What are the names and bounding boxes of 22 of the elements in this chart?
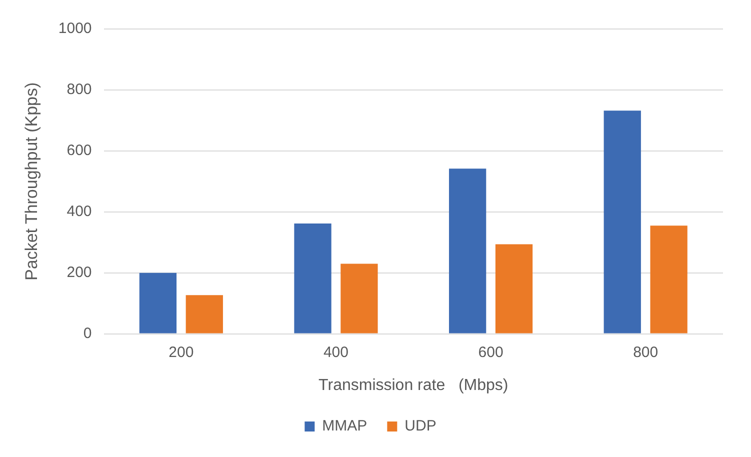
- x-tick-label: 200: [168, 344, 194, 361]
- x-tick-label: 600: [478, 344, 504, 361]
- bar: [340, 264, 378, 334]
- y-tick-label: 600: [66, 142, 92, 160]
- x-axis-title: Transmission rate (Mbps): [318, 376, 508, 394]
- y-tick-label: 0: [83, 324, 92, 342]
- y-tick-label: 800: [66, 81, 92, 98]
- y-tick-label: 1000: [58, 20, 92, 38]
- legend-label: MMAP: [322, 418, 368, 435]
- bar: [294, 223, 332, 334]
- bar: [604, 110, 641, 334]
- y-tick-label: 400: [66, 203, 92, 220]
- bar: [650, 226, 688, 334]
- bar: [139, 272, 177, 334]
- legend-label: UDP: [404, 418, 436, 435]
- bar: [186, 295, 223, 334]
- bar: [448, 168, 486, 334]
- x-tick-label: 800: [633, 344, 658, 361]
- y-tick-label: 200: [66, 264, 92, 281]
- bar: [495, 244, 533, 334]
- y-axis-title: Packet Throughput (Kpps): [22, 82, 41, 280]
- x-tick-label: 400: [323, 344, 348, 361]
